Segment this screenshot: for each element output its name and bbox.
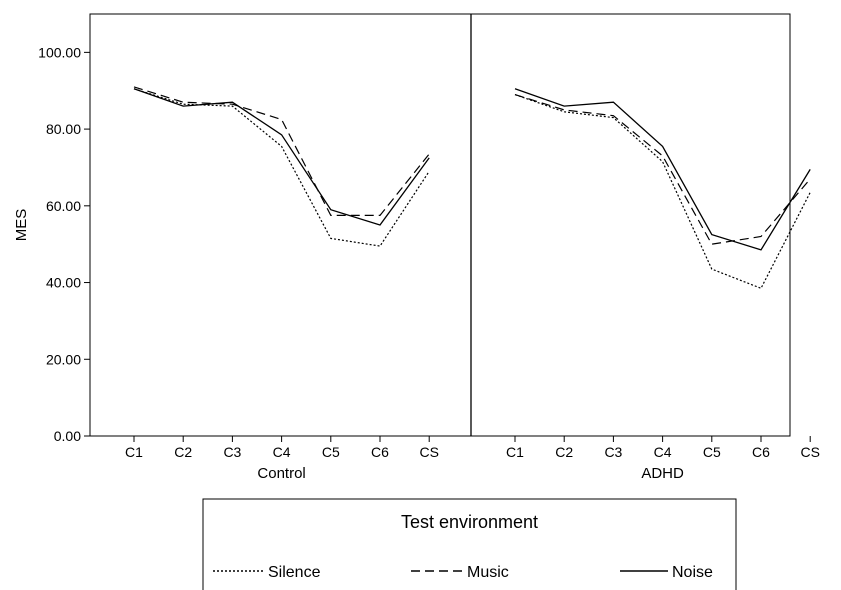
legend-box <box>202 498 737 590</box>
x-tick-label: C3 <box>223 444 241 460</box>
x-tick-label: C5 <box>322 444 340 460</box>
plot-frame <box>89 13 791 437</box>
x-tick-label: C4 <box>273 444 291 460</box>
panel-label: Control <box>257 465 305 482</box>
series-line-silence-adhd <box>514 94 811 290</box>
y-tick-label: 0.00 <box>54 428 81 444</box>
x-tick-label: CS <box>419 444 438 460</box>
series-line-noise-adhd <box>514 88 811 251</box>
x-tick-label: C2 <box>555 444 573 460</box>
x-tick-label: C2 <box>174 444 192 460</box>
axes-group <box>84 13 811 442</box>
x-tick-label: C1 <box>506 444 524 460</box>
legend-label-silence: Silence <box>268 564 321 581</box>
x-tick-label: C4 <box>654 444 672 460</box>
y-tick-label: 40.00 <box>46 275 81 291</box>
y-tick-label: 80.00 <box>46 121 81 137</box>
x-tick-label: C1 <box>125 444 143 460</box>
legend: Test environment Silence Music Noise <box>202 498 737 590</box>
y-tick-label: 100.00 <box>38 44 81 60</box>
x-tick-label: C5 <box>703 444 721 460</box>
series-lines-group <box>133 86 811 290</box>
series-line-music-adhd <box>514 94 811 245</box>
series-line-silence-control <box>133 88 430 247</box>
panel-label: ADHD <box>641 465 684 482</box>
legend-label-music: Music <box>467 564 509 581</box>
labels-group: 0.00 20.00 40.00 60.00 80.00 100.00 MES C1 C2 C3 C… <box>13 44 820 482</box>
y-tick-label: 20.00 <box>46 351 81 367</box>
legend-title: Test environment <box>401 512 538 532</box>
x-tick-label: CS <box>800 444 819 460</box>
series-line-noise-control <box>133 88 430 226</box>
x-tick-label: C3 <box>604 444 622 460</box>
y-tick-label: 60.00 <box>46 198 81 214</box>
legend-label-noise: Noise <box>672 564 713 581</box>
series-line-music-control <box>133 86 430 216</box>
x-tick-label: C6 <box>752 444 770 460</box>
x-tick-label: C6 <box>371 444 389 460</box>
y-axis-label: MES <box>13 209 30 242</box>
